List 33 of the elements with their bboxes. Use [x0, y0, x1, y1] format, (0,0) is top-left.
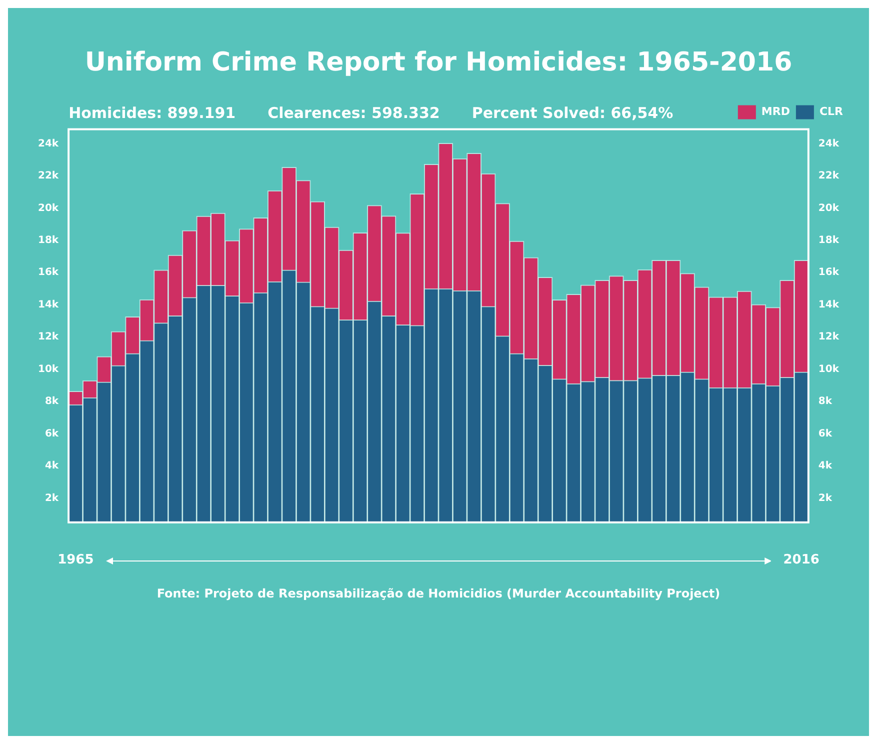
y-tick-label: 8k — [44, 396, 59, 408]
y2-tick-label: 18k — [818, 234, 840, 246]
y2-tick-label: 14k — [818, 299, 840, 310]
y2-tick-label: 4k — [818, 460, 832, 472]
text: Homicides: 899.191 — [68, 104, 236, 122]
y-tick-label: 20k — [38, 202, 59, 214]
x-tick-label: 1965 — [58, 552, 94, 568]
y2-tick-label: 22k — [818, 170, 840, 182]
y-tick-label: 16k — [38, 267, 59, 278]
text: Percent Solved: 66,54% — [472, 104, 674, 122]
y2-tick-label: 20k — [818, 202, 840, 214]
y-tick-label: 22k — [38, 170, 59, 182]
y-tick-label: 10k — [38, 364, 59, 375]
y-tick-label: 2k — [44, 492, 59, 504]
y2-tick-label: 12k — [818, 332, 840, 343]
legend-label: CLR — [819, 105, 844, 118]
y-tick-label: 6k — [44, 428, 59, 440]
y2-tick-label: 6k — [818, 428, 832, 440]
text: Clearences: 598.332 — [268, 104, 440, 122]
y-tick-label: 14k — [38, 299, 59, 310]
y2-tick-label: 16k — [818, 267, 840, 278]
y-tick-label: 4k — [44, 460, 59, 472]
chart-title: Uniform Crime Report for Homicides: 1965-2016 — [84, 47, 792, 78]
y-tick-label: 24k — [38, 138, 59, 150]
y-tick-label: 12k — [38, 332, 59, 343]
y-tick-label: 18k — [38, 234, 59, 246]
y2-tick-label: 8k — [818, 396, 832, 408]
y2-tick-label: 24k — [818, 138, 840, 150]
legend-label: MRD — [761, 105, 790, 118]
y2-tick-label: 10k — [818, 364, 840, 375]
source-note: Fonte: Projeto de Responsabilização de Homicidios (Murder Accountability Project) — [156, 586, 720, 601]
x-tick-label: 2016 — [783, 552, 820, 568]
y2-tick-label: 2k — [818, 492, 832, 504]
